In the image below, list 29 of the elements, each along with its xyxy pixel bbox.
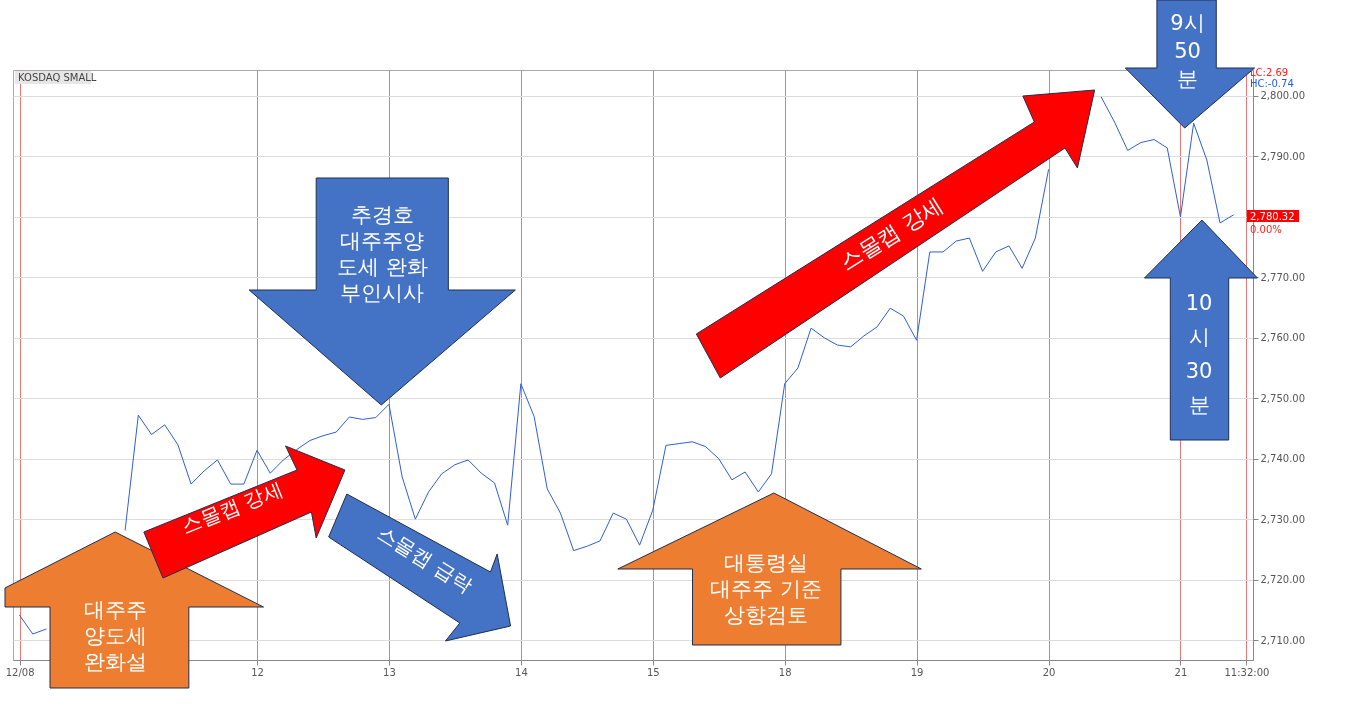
x-tick-label: 20 (1042, 666, 1056, 678)
y-tick-label: 2,760.00 (1260, 332, 1306, 344)
x-tick-label: 13 (383, 666, 396, 678)
y-tick-label: 2,770.00 (1260, 271, 1306, 283)
annotation: LC:2.69 (1250, 67, 1289, 78)
annotation: 대주주 양도세 완화설 (83, 598, 147, 674)
annotation: 추경호 대주주양 도세 완화 부인시사 (336, 203, 428, 305)
x-tick-label: 12/08 (5, 666, 35, 678)
x-tick-label: 11:32:00 (1224, 666, 1270, 678)
y-tick-label: 2,720.00 (1260, 574, 1306, 586)
y-tick-label: 2,790.00 (1260, 150, 1306, 162)
annotation: HC:-0.74 (1250, 78, 1294, 89)
x-tick-label: 12 (251, 666, 264, 678)
annotation: 10 시 30 분 (1185, 291, 1213, 417)
x-tick-label: 15 (646, 666, 660, 678)
x-tick-label: 14 (515, 666, 528, 678)
annotation: 대통령실 대주주 기준 상향검토 (710, 551, 823, 627)
annotation: 9시 50 분 (1170, 11, 1205, 91)
x-tick-label: 18 (778, 666, 792, 678)
x-tick-label: 19 (910, 666, 924, 678)
x-tick-label: 21 (1174, 666, 1188, 678)
y-tick-label: 2,710.00 (1260, 634, 1306, 646)
chart-title: KOSDAQ SMALL (18, 72, 97, 83)
y-tick-label: 2,750.00 (1260, 392, 1306, 404)
y-tick-label: 2,740.00 (1260, 453, 1306, 465)
y-tick-label: 2,800.00 (1260, 90, 1306, 102)
annotation: 0.00% (1250, 224, 1282, 235)
annotation: 2,780.32 (1250, 211, 1295, 222)
y-tick-label: 2,730.00 (1260, 513, 1306, 525)
